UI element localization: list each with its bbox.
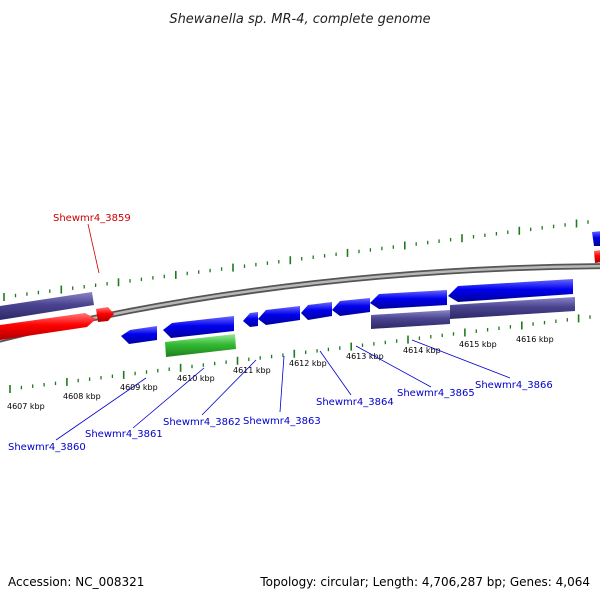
gene-label-Shewmr4_3866[interactable]: Shewmr4_3866	[475, 380, 553, 391]
gene-arrow-forward-small[interactable]	[96, 307, 114, 322]
outer-tick-track	[3, 219, 589, 301]
edge-feature-blue[interactable]	[592, 231, 600, 246]
gene-label-Shewmr4_3864[interactable]: Shewmr4_3864	[316, 397, 394, 408]
gene-arrow-Shewmr4_3860[interactable]	[121, 326, 157, 344]
map-title: Shewanella sp. MR-4, complete genome	[169, 12, 430, 27]
tick-label-4610: 4610 kbp	[177, 374, 215, 383]
reverse-feature-block-2	[450, 297, 575, 319]
reverse-feature-block-1	[371, 310, 450, 329]
gene-label-Shewmr4_3859[interactable]: Shewmr4_3859	[53, 213, 131, 224]
forward-feature-block	[0, 292, 94, 320]
gene-label-Shewmr4_3860[interactable]: Shewmr4_3860	[8, 442, 86, 453]
tick-label-4608: 4608 kbp	[63, 392, 101, 401]
edge-feature-red[interactable]	[594, 250, 600, 263]
tick-label-4609: 4609 kbp	[120, 383, 158, 392]
connector-Shewmr4_3860	[55, 377, 147, 441]
tick-label-4614: 4614 kbp	[403, 346, 441, 355]
tick-label-4611: 4611 kbp	[233, 366, 271, 375]
tick-label-4616: 4616 kbp	[516, 335, 554, 344]
connector-Shewmr4_3863	[279, 355, 285, 413]
connector-Shewmr4_3864	[319, 350, 352, 396]
gene-arrow-Shewmr4_3864[interactable]	[301, 302, 332, 320]
gene-label-Shewmr4_3863[interactable]: Shewmr4_3863	[243, 416, 321, 427]
gene-arrow-reverse-long[interactable]	[448, 279, 573, 302]
connector-Shewmr4_3862	[201, 359, 257, 416]
inner-tick-track	[9, 314, 591, 393]
rna-gene-block[interactable]	[165, 334, 236, 357]
accession-text: Accession: NC_008321	[8, 575, 144, 589]
gene-arrow-Shewmr4_3861[interactable]	[163, 316, 234, 338]
tick-label-4613: 4613 kbp	[346, 352, 384, 361]
gene-label-Shewmr4_3861[interactable]: Shewmr4_3861	[85, 429, 163, 440]
gene-label-Shewmr4_3862[interactable]: Shewmr4_3862	[163, 417, 241, 428]
tick-label-4615: 4615 kbp	[459, 340, 497, 349]
tick-label-4612: 4612 kbp	[289, 359, 327, 368]
gene-arrow-Shewmr4_3865[interactable]	[332, 298, 370, 316]
genome-summary-text: Topology: circular; Length: 4,706,287 bp…	[259, 575, 590, 589]
tick-label-4607: 4607 kbp	[7, 402, 45, 411]
gene-arrow-Shewmr4_3862[interactable]	[243, 312, 258, 327]
gene-arrow-Shewmr4_3866[interactable]	[370, 290, 447, 309]
gene-arrow-Shewmr4_3863[interactable]	[258, 306, 300, 325]
connector-Shewmr4_3866	[411, 339, 511, 379]
connector-Shewmr4_3861	[132, 367, 205, 429]
gene-label-Shewmr4_3865[interactable]: Shewmr4_3865	[397, 388, 475, 399]
connector-Shewmr4_3859	[87, 223, 100, 274]
connector-Shewmr4_3865	[355, 345, 432, 388]
gene-arrow-Shewmr4_3859[interactable]	[0, 313, 96, 340]
